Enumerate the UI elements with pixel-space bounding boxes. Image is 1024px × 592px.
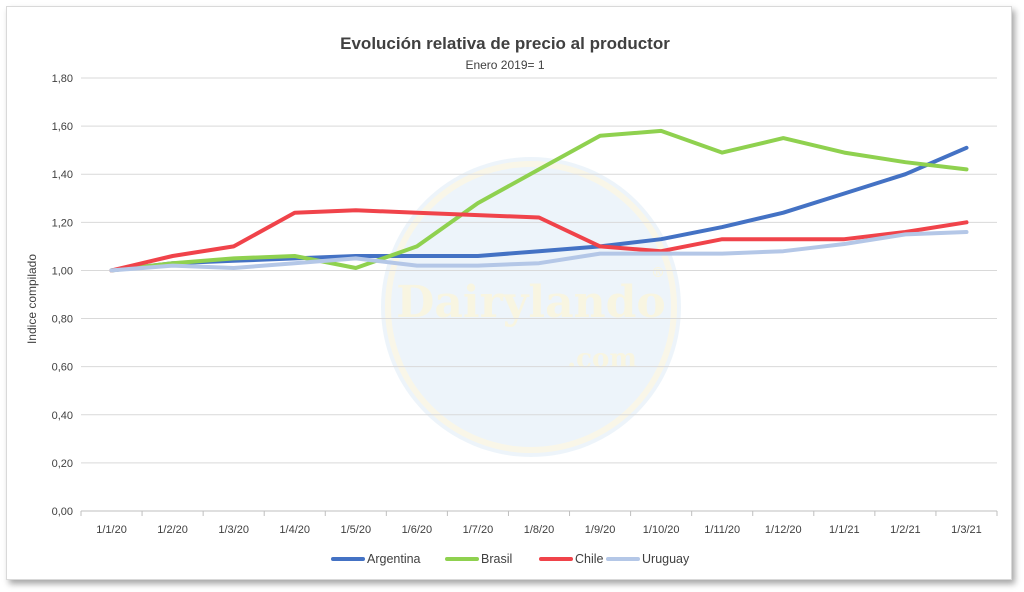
- series-line-brasil: [109, 128, 969, 273]
- x-tick-label: 1/6/20: [402, 524, 433, 536]
- x-tick-label: 1/5/20: [341, 524, 372, 536]
- x-tick-label: 1/8/20: [524, 524, 555, 536]
- y-axis-label: Indice compilado: [25, 254, 39, 344]
- y-tick-label: 1,00: [52, 265, 73, 277]
- chart-title: Evolución relativa de precio al producto…: [340, 34, 670, 53]
- x-tick-label: 1/4/20: [279, 524, 310, 536]
- series-lines: [109, 128, 969, 273]
- x-tick-label: 1/1/20: [96, 524, 127, 536]
- legend-item-chile: Chile: [539, 552, 604, 566]
- chart-subtitle: Enero 2019= 1: [465, 58, 544, 72]
- x-tick-label: 1/3/21: [951, 524, 982, 536]
- legend: Argentina Brasil Chile Uruguay: [331, 552, 690, 566]
- legend-label: Argentina: [367, 552, 421, 566]
- legend-label: Chile: [575, 552, 604, 566]
- chart-canvas: Dairylando .com ® Evolución relativa de …: [25, 34, 998, 566]
- watermark-ring: [385, 161, 677, 453]
- legend-item-argentina: Argentina: [331, 552, 421, 566]
- watermark: Dairylando .com ®: [381, 157, 681, 457]
- series-line-chile: [109, 208, 969, 273]
- legend-label: Brasil: [481, 552, 512, 566]
- watermark-domain: .com: [567, 344, 637, 374]
- y-tick-label: 1,40: [52, 169, 73, 181]
- y-tick-label: 0,60: [52, 362, 73, 374]
- legend-label: Uruguay: [642, 552, 690, 566]
- y-tick-label: 1,20: [52, 217, 73, 229]
- y-tick-label: 0,80: [52, 314, 73, 326]
- x-tick-label: 1/7/20: [463, 524, 494, 536]
- gridlines: [81, 77, 997, 512]
- y-tick-label: 0,00: [52, 506, 73, 518]
- x-tick-label: 1/11/20: [704, 524, 740, 536]
- legend-item-brasil: Brasil: [445, 552, 512, 566]
- x-tick-label: 1/1/21: [829, 524, 860, 536]
- x-tick-label: 1/12/20: [765, 524, 802, 536]
- y-tick-label: 0,40: [52, 410, 73, 422]
- y-tick-label: 0,20: [52, 458, 73, 470]
- y-tick-label: 1,60: [52, 121, 73, 133]
- x-tick-label: 1/2/20: [157, 524, 188, 536]
- series-line-argentina: [109, 145, 969, 273]
- watermark-brand: Dairylando: [396, 277, 665, 328]
- y-axis-ticks: 0,00 0,20 0,40 0,60 0,80 1,00 1,20 1,40 1,60 1,80: [52, 73, 73, 518]
- x-tick-label: 1/10/20: [643, 524, 680, 536]
- watermark-mark: ®: [651, 265, 665, 281]
- x-tick-label: 1/2/21: [890, 524, 921, 536]
- x-tick-label: 1/3/20: [218, 524, 249, 536]
- y-tick-label: 1,80: [52, 73, 73, 85]
- legend-item-uruguay: Uruguay: [606, 552, 690, 566]
- series-line-uruguay: [109, 230, 969, 273]
- watermark-disc: [381, 157, 681, 457]
- x-axis-ticks: 1/1/20 1/2/20 1/3/20 1/4/20 1/5/20 1/6/20 1/7/…: [80, 511, 998, 536]
- chart-frame: Dairylando .com ® Evolución relativa de …: [6, 6, 1012, 580]
- x-tick-label: 1/9/20: [585, 524, 616, 536]
